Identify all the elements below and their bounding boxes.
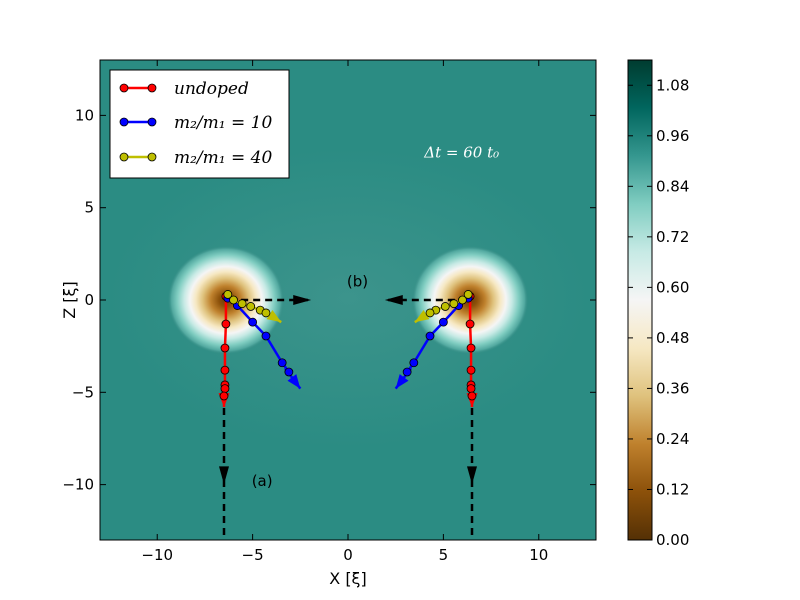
axis-ticks: −10 −5 0 5 10 −10 −5 0 5 10 [62, 60, 596, 564]
legend-marker-b-3 [147, 152, 157, 162]
series-3-left-point-1 [223, 290, 233, 299]
series-3 [223, 290, 473, 324]
y-tick-label-3: 0 [84, 291, 94, 309]
colorbar-tick-label-9: 0.96 [656, 127, 689, 145]
series-1-right-point-4 [466, 365, 476, 375]
series-1-left-point-2 [221, 319, 231, 329]
legend-marker-a-2 [119, 117, 129, 127]
y-axis-label: Z [ξ] [60, 281, 79, 318]
x-tick-label-3: 0 [343, 546, 353, 564]
legend-label-1: undoped [174, 79, 249, 99]
series-3-right-point-4 [440, 302, 450, 311]
y-tick-label-4: 5 [84, 199, 94, 217]
label-b: (b) [347, 273, 368, 291]
series-layer [218, 290, 478, 408]
series-2-left-point-4 [261, 331, 271, 341]
delta-t-annotation: Δt = 60 t₀ [423, 143, 499, 161]
colorbar-tick-label-8: 0.84 [656, 177, 689, 195]
series-2-right-point-5 [409, 358, 419, 368]
path-b-left-arrow [293, 295, 312, 305]
series-2-right-point-4 [425, 331, 435, 341]
colorbar-frame [627, 59, 653, 541]
x-tick-label-2: −5 [242, 546, 264, 564]
colorbar-tick-label-10: 1.08 [656, 76, 689, 94]
colorbar-tick-label-4: 0.36 [656, 379, 689, 397]
x-axis-label: X [ξ] [329, 569, 366, 588]
series-3-left-point-3 [237, 299, 247, 309]
series-2 [223, 293, 473, 390]
path-a-left-arrow [219, 466, 229, 485]
colorbar-tick-label-1: 0.00 [656, 531, 689, 549]
colorbar-tick-label-7: 0.72 [656, 228, 689, 246]
y-tick-label-5: 10 [75, 106, 94, 124]
series-1-right-point-3 [466, 343, 476, 353]
series-3-right-arrow-head [414, 309, 430, 323]
legend: undoped m₂/m₁ = 10 m₂/m₁ = 40 [109, 69, 290, 179]
series-3-right-point-6 [425, 308, 435, 318]
legend-marker-a-3 [119, 152, 129, 162]
series-3-left-point-4 [246, 302, 256, 311]
series-3-left-point-2 [229, 295, 238, 305]
x-tick-label-1: −10 [141, 546, 173, 564]
series-3-left-arrow-head [266, 309, 282, 323]
x-tick-label-5: 10 [529, 546, 548, 564]
series-2-right-point-3 [438, 317, 448, 327]
colorbar-tick-label-6: 0.60 [656, 278, 689, 296]
series-3-left-point-6 [261, 308, 271, 318]
dashed-paths [219, 295, 477, 540]
path-a-right-arrow [467, 466, 477, 485]
colorbar-tick-label-5: 0.48 [656, 329, 689, 347]
series-2-left-point-6 [284, 367, 294, 377]
series-3-right-point-2 [458, 295, 467, 305]
legend-label-2: m₂/m₁ = 10 [174, 113, 272, 133]
legend-marker-b-2 [147, 117, 157, 127]
series-1-right-point-6 [466, 384, 476, 394]
series-3-right-point-3 [449, 299, 459, 309]
series-1-right-point-7 [467, 391, 477, 401]
series-2-left-arrow-head [287, 374, 301, 389]
series-2-left-point-3 [248, 317, 258, 327]
y-tick-label-2: −5 [72, 383, 94, 401]
label-a: (a) [252, 472, 273, 490]
y-tick-label-1: −10 [62, 476, 94, 494]
series-1-left-point-6 [220, 384, 230, 394]
series-1-left-point-4 [220, 365, 230, 375]
legend-label-3: m₂/m₁ = 40 [174, 148, 272, 168]
legend-marker-b-1 [147, 83, 157, 93]
x-tick-label-4: 5 [439, 546, 449, 564]
colorbar-tick-label-2: 0.12 [656, 480, 689, 498]
series-2-right-arrow-head [395, 374, 409, 389]
series-1-left-point-3 [220, 343, 230, 353]
series-3-right-point-1 [463, 290, 473, 299]
series-1-left-point-7 [219, 391, 229, 401]
series-2-right-point-6 [402, 367, 412, 377]
series-1-right-point-2 [465, 319, 475, 329]
colorbar-tick-label-3: 0.24 [656, 430, 689, 448]
legend-marker-a-1 [119, 83, 129, 93]
colorbar: 0.00 0.12 0.24 0.36 0.48 0.60 0.72 0.84 0.96 1.08 [627, 59, 689, 549]
series-2-left-point-5 [277, 358, 287, 368]
path-b-right-arrow [384, 295, 403, 305]
colorbar-gradient [628, 60, 652, 540]
